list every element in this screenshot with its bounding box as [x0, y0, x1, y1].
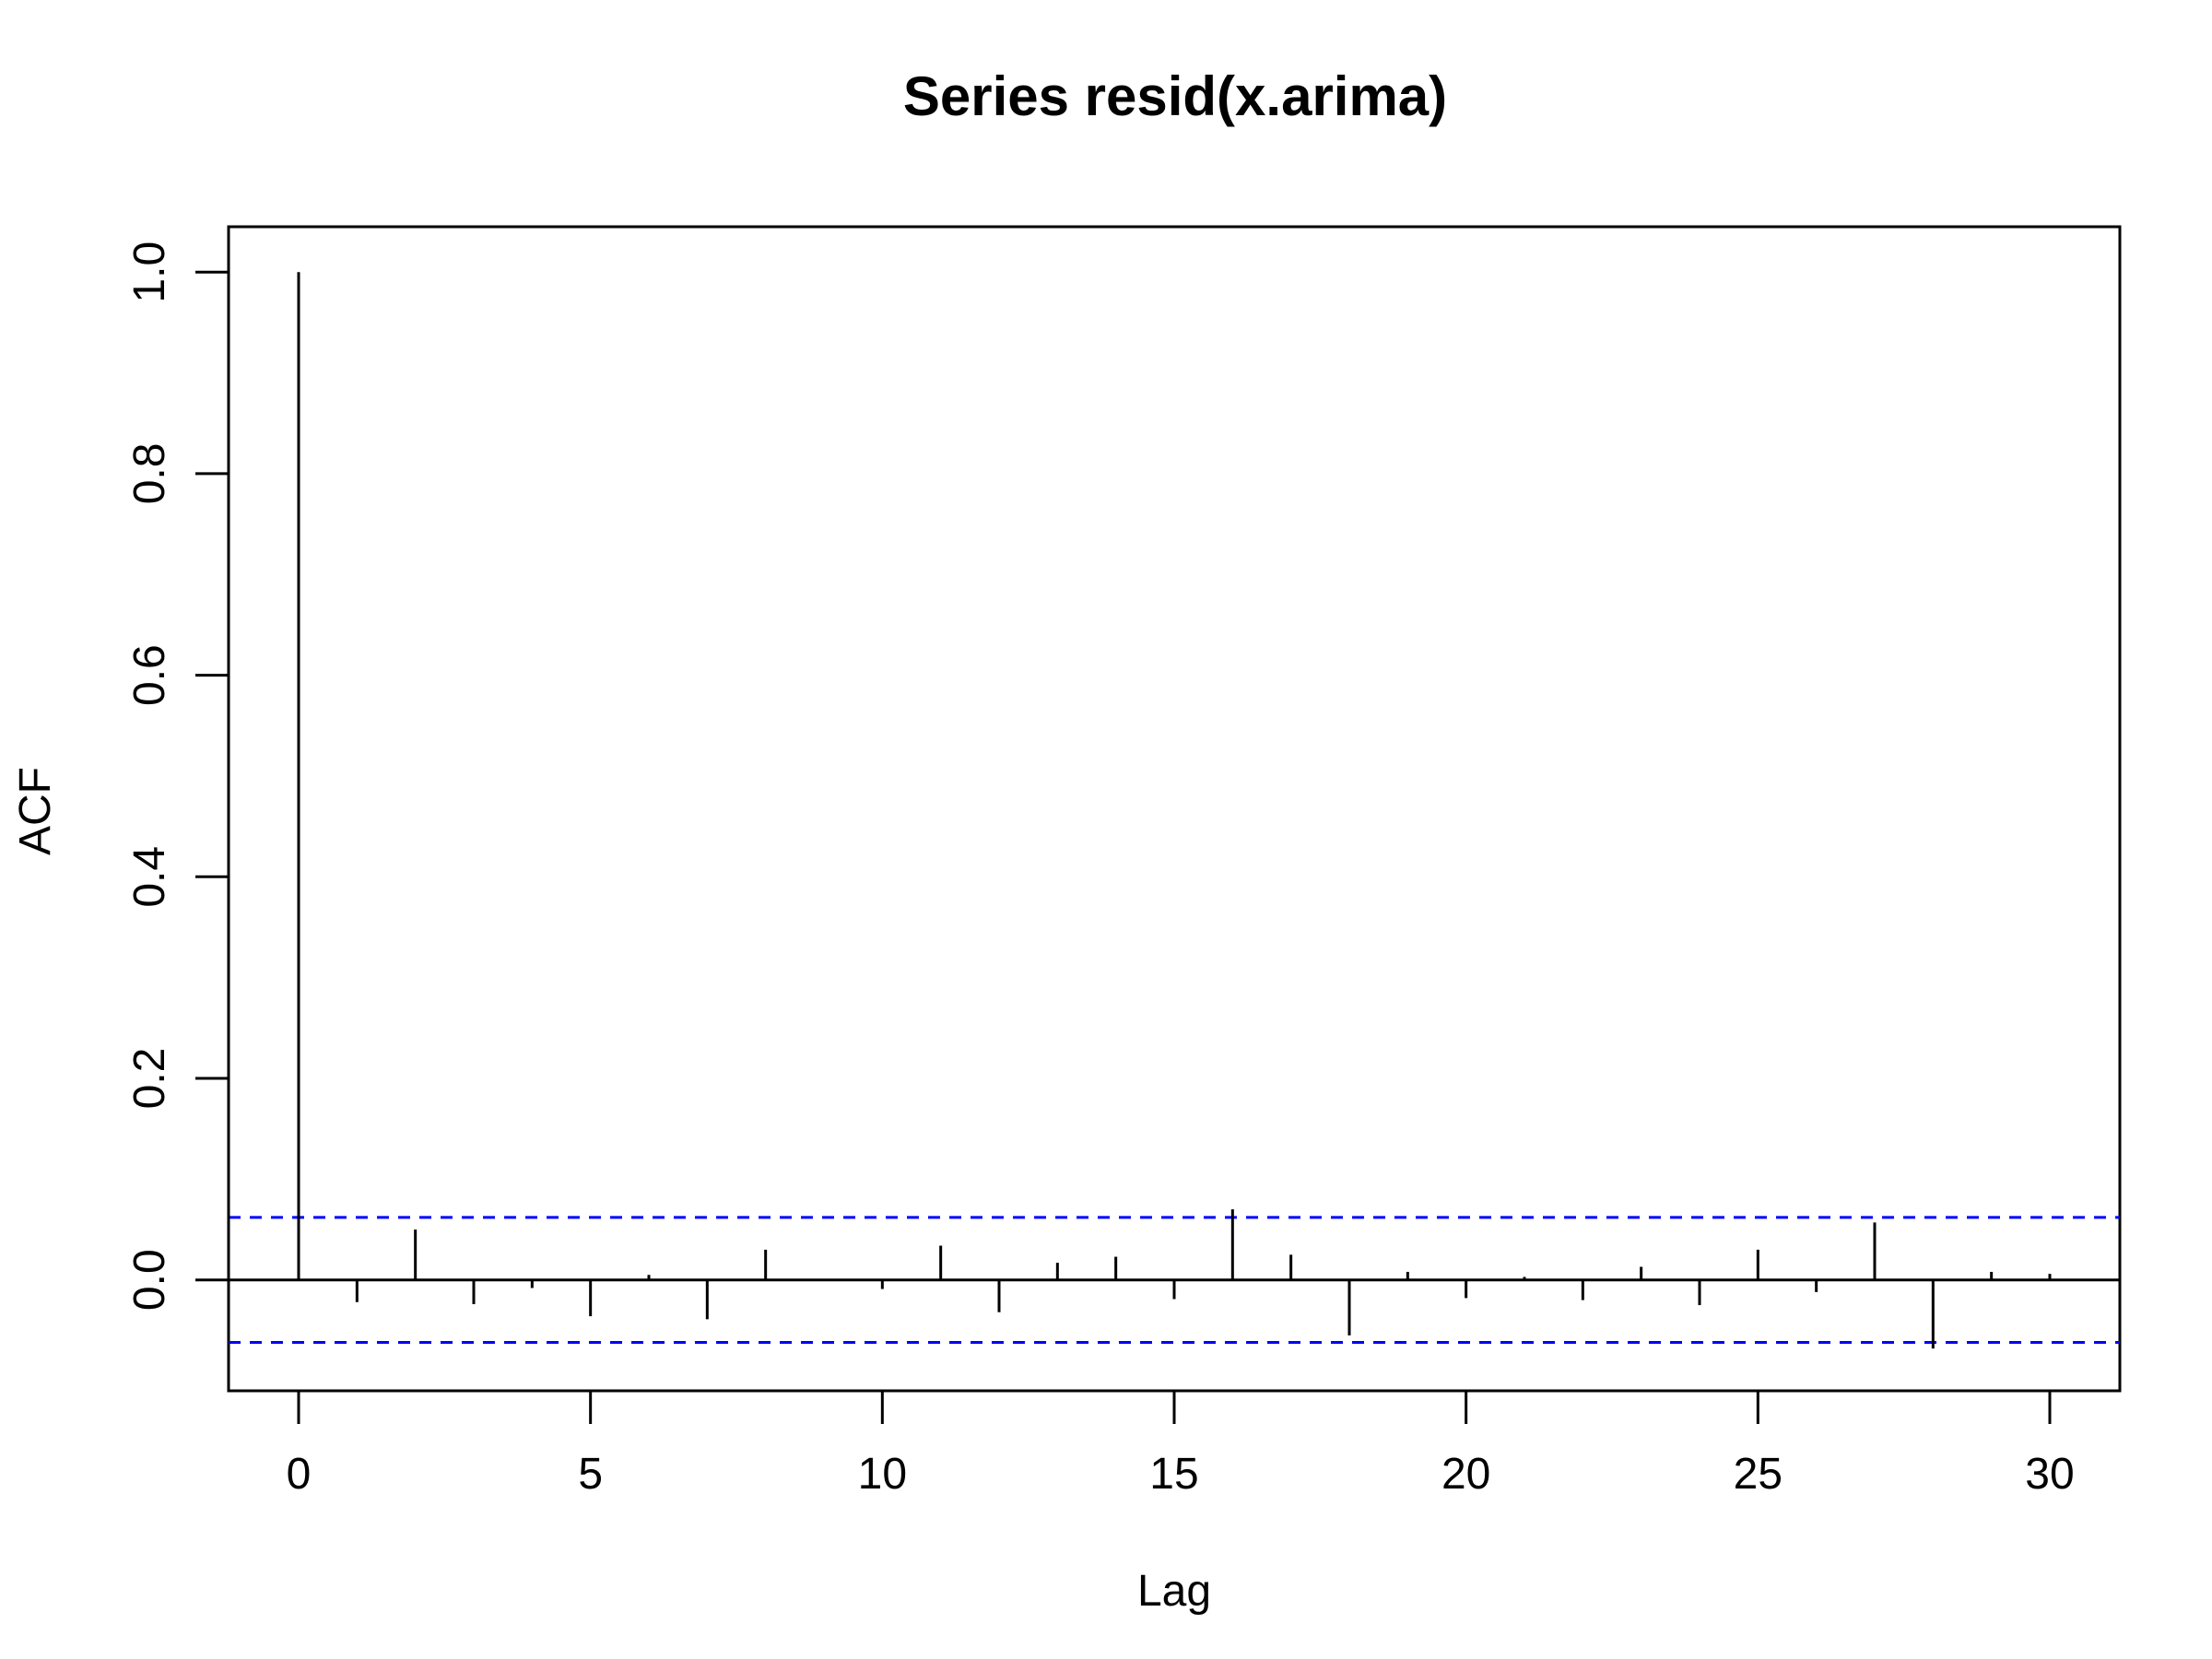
chart-title: Series resid(x.arima) — [903, 65, 1447, 127]
plot-marks — [229, 272, 2120, 1349]
y-tick-label: 0.6 — [125, 644, 174, 706]
x-tick-label: 25 — [1734, 1450, 1783, 1499]
x-tick-label: 30 — [2025, 1450, 2074, 1499]
y-axis-label: ACF — [11, 767, 60, 855]
x-tick-label: 20 — [1441, 1450, 1490, 1499]
y-tick-label: 0.2 — [125, 1048, 174, 1110]
x-tick-label: 5 — [578, 1450, 603, 1499]
y-tick-label: 0.4 — [125, 846, 174, 908]
y-tick-label: 1.0 — [125, 241, 174, 303]
x-tick-label: 0 — [287, 1450, 312, 1499]
y-tick-label: 0.8 — [125, 443, 174, 505]
x-axis-label: Lag — [1137, 1567, 1211, 1616]
y-tick-label: 0.0 — [125, 1249, 174, 1311]
y-axis: 0.0 0.2 0.4 0.6 0.8 1.0 — [125, 241, 230, 1311]
x-tick-label: 15 — [1149, 1450, 1198, 1499]
x-axis: 0 5 10 15 20 25 30 — [287, 1389, 2075, 1499]
x-tick-label: 10 — [858, 1450, 907, 1499]
